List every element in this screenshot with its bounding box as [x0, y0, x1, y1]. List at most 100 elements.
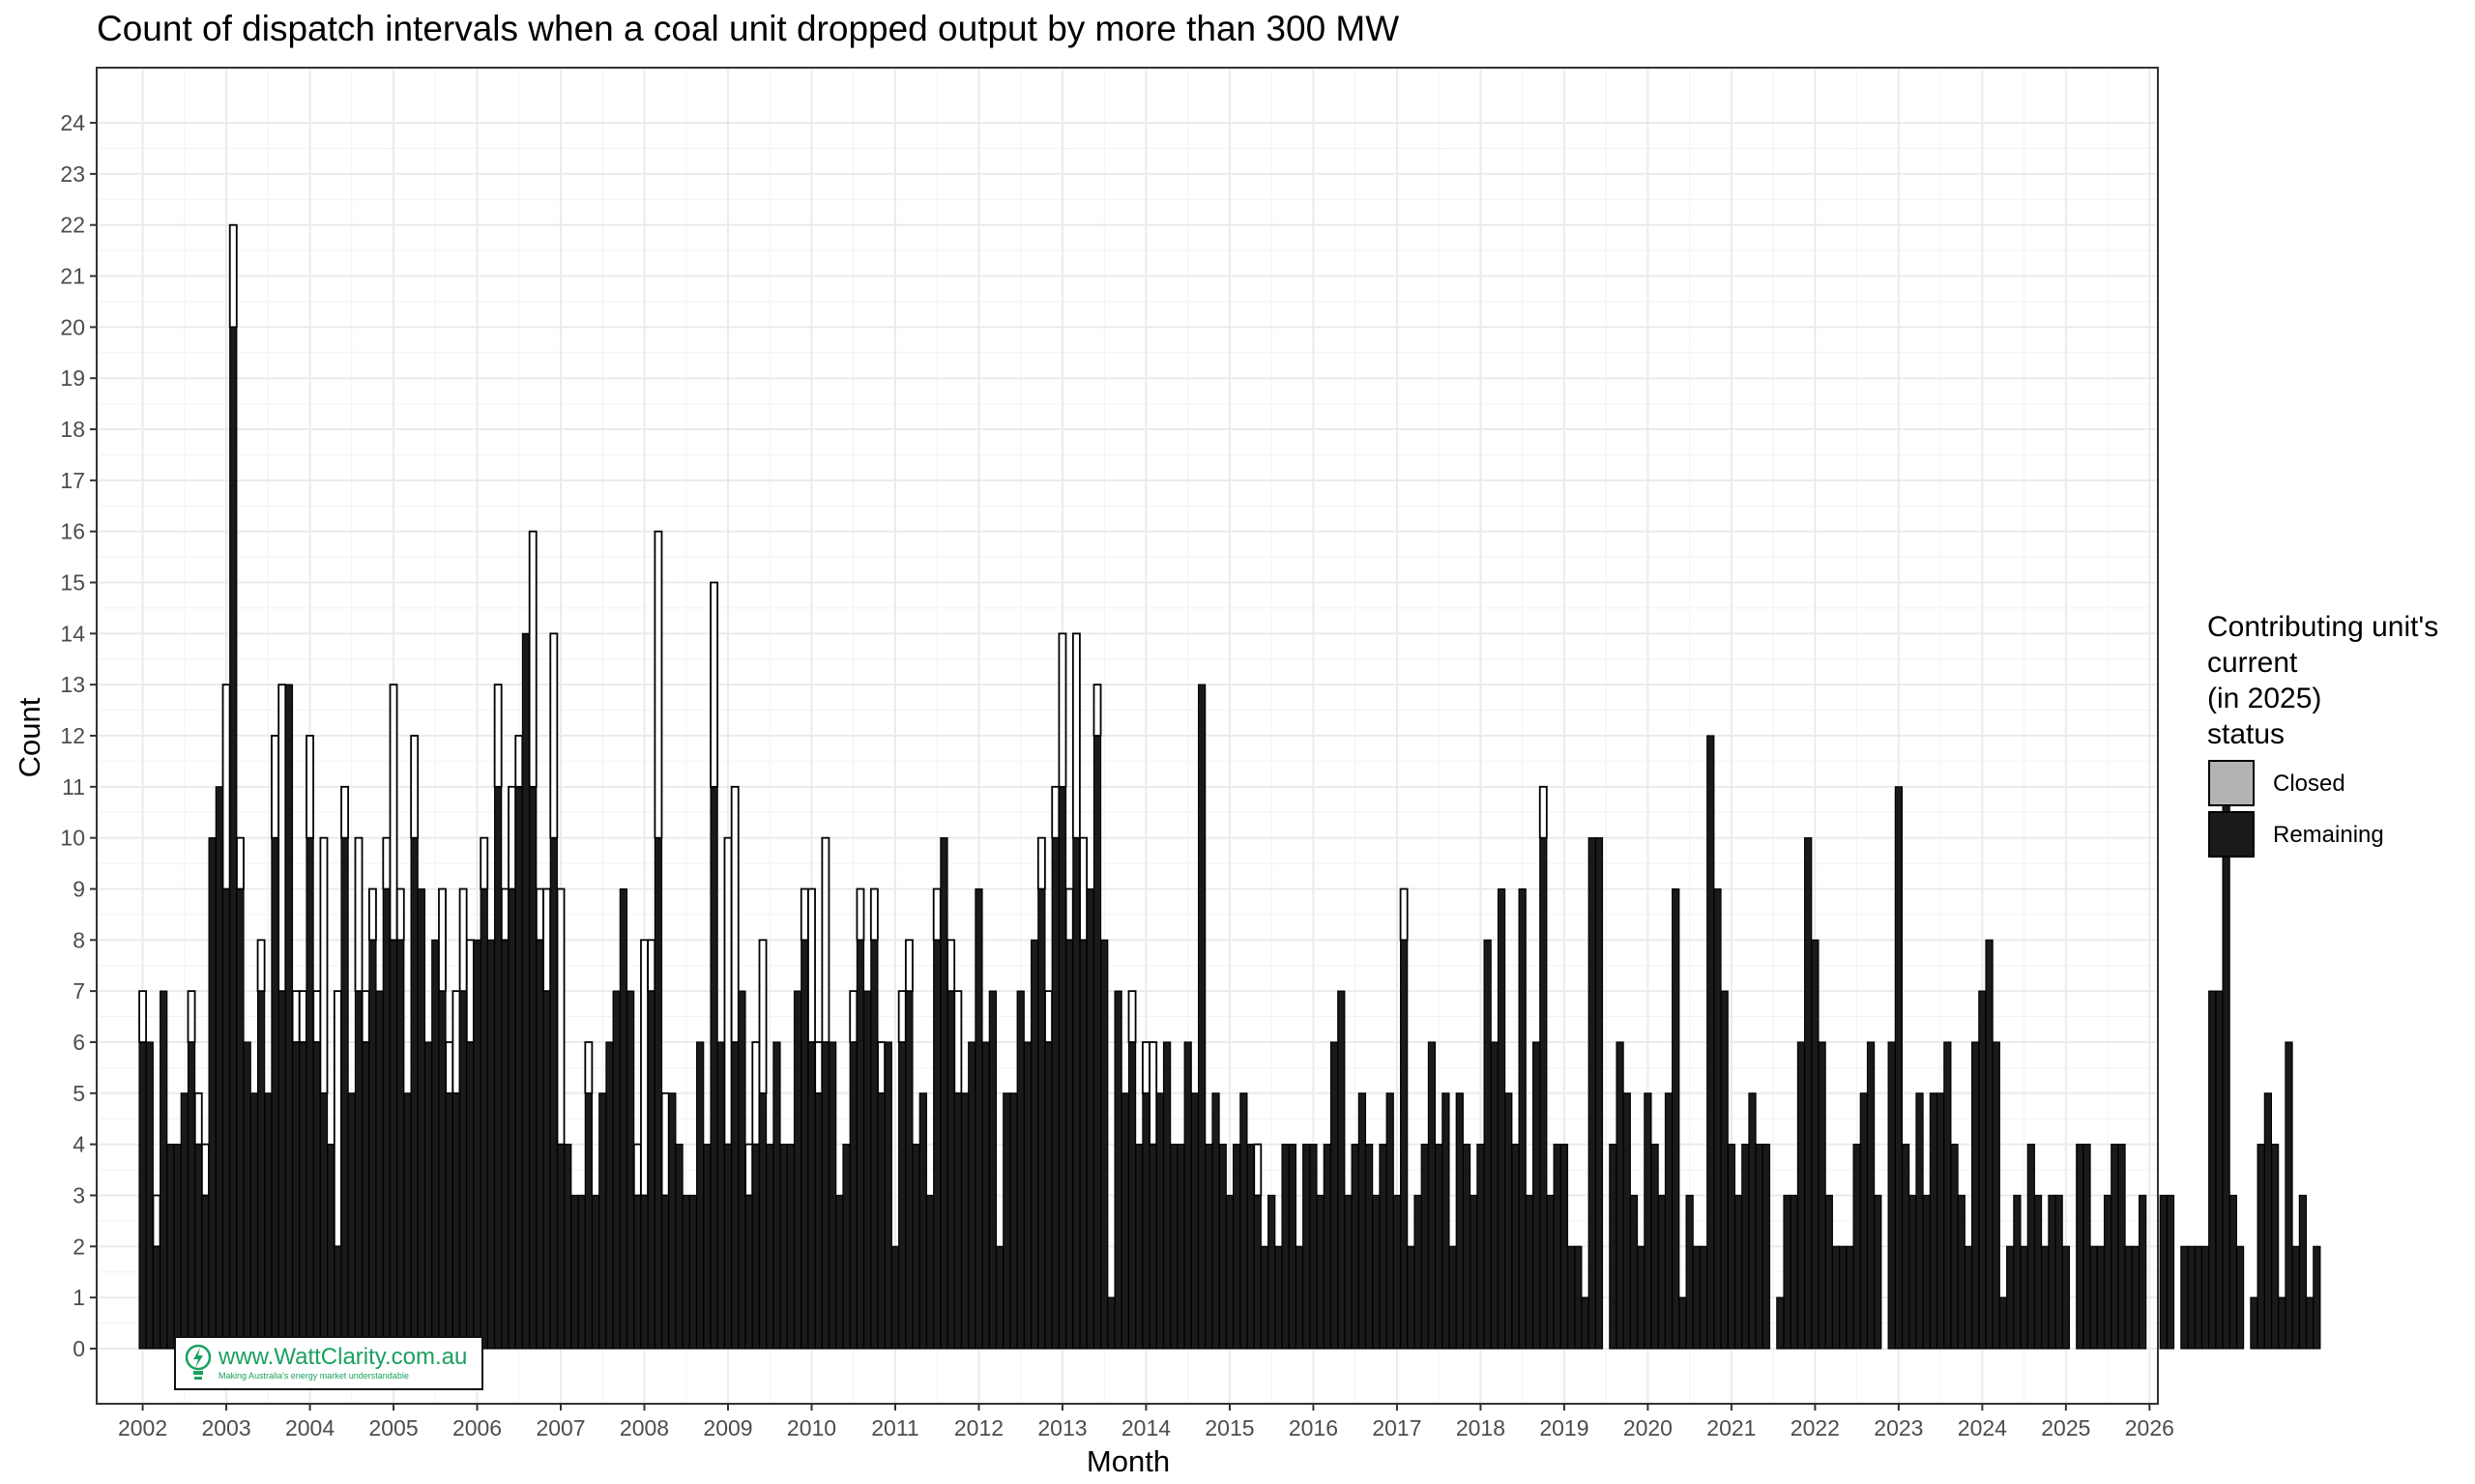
- bar-remaining: [2228, 1194, 2237, 1350]
- bar-remaining: [1504, 1092, 1513, 1350]
- bar-remaining: [438, 990, 447, 1350]
- bar-remaining: [327, 1144, 335, 1350]
- bar-remaining: [292, 1041, 301, 1350]
- bar-remaining: [1400, 939, 1409, 1350]
- bar-remaining: [1190, 1092, 1200, 1350]
- x-tick-label: 2013: [1037, 1415, 1087, 1440]
- bar-remaining: [508, 887, 516, 1350]
- bar-remaining: [1385, 1092, 1394, 1350]
- bar-remaining: [1316, 1194, 1325, 1350]
- bar-remaining: [514, 786, 523, 1350]
- legend: Contributing unit's current (in 2025) statu…: [2207, 611, 2438, 858]
- bar-remaining: [2006, 1245, 2015, 1350]
- bar-closed: [647, 939, 656, 993]
- bar-remaining: [1016, 990, 1025, 1350]
- bar-remaining: [577, 1194, 586, 1350]
- bar-closed: [849, 990, 859, 1043]
- y-tick-label: 20: [60, 314, 85, 339]
- bar-remaining: [229, 326, 238, 1350]
- bar-remaining: [1344, 1194, 1353, 1350]
- bar-closed: [1064, 887, 1074, 942]
- bar-closed: [1253, 1143, 1263, 1197]
- y-tick-label: 15: [60, 570, 85, 596]
- bar-remaining: [1644, 1092, 1652, 1350]
- y-tick-label: 6: [73, 1030, 85, 1055]
- bar-closed: [277, 684, 287, 993]
- bar-remaining: [1852, 1144, 1861, 1350]
- x-tick-label: 2026: [2125, 1415, 2174, 1440]
- bar-remaining: [264, 1092, 273, 1350]
- bar-remaining: [731, 1041, 740, 1350]
- bar-closed: [723, 836, 733, 1146]
- bar-remaining: [898, 1041, 907, 1350]
- legend-label: Closed: [2273, 771, 2345, 797]
- bar-remaining: [766, 1144, 774, 1350]
- bar-remaining: [1998, 1296, 2008, 1350]
- bar-remaining: [1594, 837, 1604, 1350]
- bar-remaining: [1629, 1194, 1639, 1350]
- bar-remaining: [243, 1041, 251, 1350]
- bar-remaining: [1685, 1194, 1694, 1350]
- bar-remaining: [2076, 1144, 2084, 1350]
- legend-key: [2208, 811, 2255, 858]
- bar-remaining: [1957, 1194, 1965, 1350]
- lightbulb-icon: [185, 1344, 212, 1380]
- bar-remaining: [2215, 990, 2224, 1350]
- bar-remaining: [208, 837, 217, 1350]
- bar-remaining: [1874, 1194, 1882, 1350]
- bar-closed: [395, 887, 405, 942]
- bar-remaining: [1908, 1194, 1917, 1350]
- bar-closed: [1127, 990, 1137, 1043]
- bar-remaining: [2033, 1194, 2043, 1350]
- bar-remaining: [521, 632, 531, 1350]
- y-tick-label: 13: [60, 672, 85, 697]
- bar-remaining: [1553, 1144, 1561, 1350]
- bar-closed: [319, 836, 329, 1094]
- bar-remaining: [1162, 1041, 1172, 1350]
- bar-remaining: [1441, 1092, 1450, 1350]
- bar-remaining: [640, 1194, 649, 1350]
- bar-remaining: [2020, 1245, 2028, 1350]
- bar-remaining: [1205, 1144, 1213, 1350]
- bar-remaining: [1288, 1144, 1296, 1350]
- bar-remaining: [2026, 1144, 2035, 1350]
- x-tick-label: 2007: [536, 1415, 585, 1440]
- bar-remaining: [249, 1092, 259, 1350]
- bar-closed: [1149, 1041, 1158, 1146]
- bar-remaining: [1985, 939, 1994, 1350]
- bar-remaining: [542, 990, 551, 1350]
- bar-remaining: [480, 887, 488, 1350]
- bar-remaining: [821, 1041, 830, 1350]
- bar-closed: [807, 887, 816, 1043]
- bar-remaining: [180, 1092, 189, 1350]
- bar-closed: [1092, 684, 1102, 737]
- bar-remaining: [1971, 1041, 1980, 1350]
- bar-remaining: [1274, 1245, 1283, 1350]
- bar-remaining: [1539, 837, 1548, 1350]
- y-tick-label: 23: [60, 161, 85, 187]
- bar-remaining: [626, 990, 635, 1350]
- bar-remaining: [1846, 1245, 1854, 1350]
- y-tick-label: 19: [60, 365, 85, 391]
- x-tick-label: 2011: [871, 1415, 918, 1440]
- bar-remaining: [1079, 939, 1088, 1350]
- bar-closed: [271, 735, 279, 839]
- bar-remaining: [2305, 1296, 2315, 1350]
- bar-closed: [508, 785, 517, 890]
- bar-remaining: [1329, 1041, 1339, 1350]
- bar-remaining: [1901, 1144, 1910, 1350]
- bar-remaining: [1566, 1245, 1576, 1350]
- bar-remaining: [1518, 887, 1527, 1350]
- bar-remaining: [1497, 887, 1506, 1350]
- bar-remaining: [940, 837, 948, 1350]
- bar-remaining: [1650, 1144, 1659, 1350]
- bar-closed: [480, 836, 489, 890]
- bar-remaining: [918, 1092, 927, 1350]
- bar-remaining: [1037, 887, 1046, 1350]
- bar-remaining: [856, 939, 865, 1350]
- bar-remaining: [1678, 1296, 1687, 1350]
- x-tick-label: 2025: [2041, 1415, 2090, 1440]
- bar-remaining: [529, 786, 538, 1350]
- bar-remaining: [688, 1194, 698, 1350]
- bar-closed: [152, 1194, 161, 1248]
